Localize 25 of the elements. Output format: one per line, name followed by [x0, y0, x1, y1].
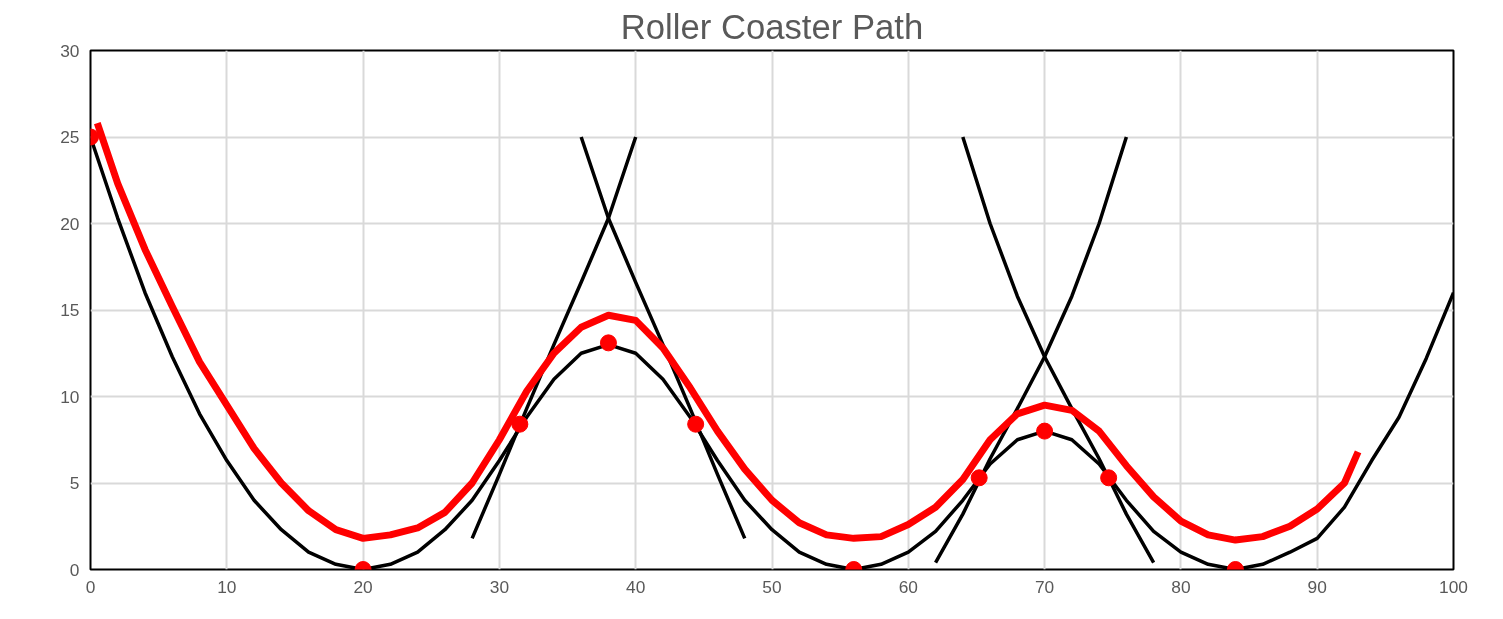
x-tick-label: 40 — [626, 576, 646, 597]
x-tick-label: 10 — [217, 576, 237, 597]
x-tick-label: 60 — [898, 576, 918, 597]
x-tick-label: 90 — [1307, 576, 1327, 597]
x-tick-label: 100 — [1439, 576, 1468, 597]
point — [599, 334, 617, 352]
y-tick-label: 15 — [60, 300, 80, 320]
point — [1100, 469, 1118, 487]
chart-title: Roller Coaster Path — [620, 7, 924, 46]
x-tick-label: 70 — [1034, 576, 1055, 597]
y-tick-label: 5 — [69, 473, 80, 493]
y-tick-label: 10 — [60, 386, 80, 407]
point — [511, 415, 529, 433]
y-tick-label: 30 — [60, 40, 80, 61]
x-tick-label: 0 — [85, 576, 96, 597]
point — [1036, 422, 1054, 440]
y-tick-label: 0 — [69, 559, 80, 580]
point — [687, 415, 705, 433]
point — [970, 469, 988, 487]
x-tick-label: 20 — [353, 576, 373, 597]
y-tick-label: 20 — [60, 213, 80, 234]
y-tick-label: 25 — [60, 127, 80, 147]
x-tick-label: 50 — [762, 576, 782, 597]
x-tick-label: 80 — [1171, 576, 1191, 597]
x-tick-label: 30 — [489, 576, 510, 597]
